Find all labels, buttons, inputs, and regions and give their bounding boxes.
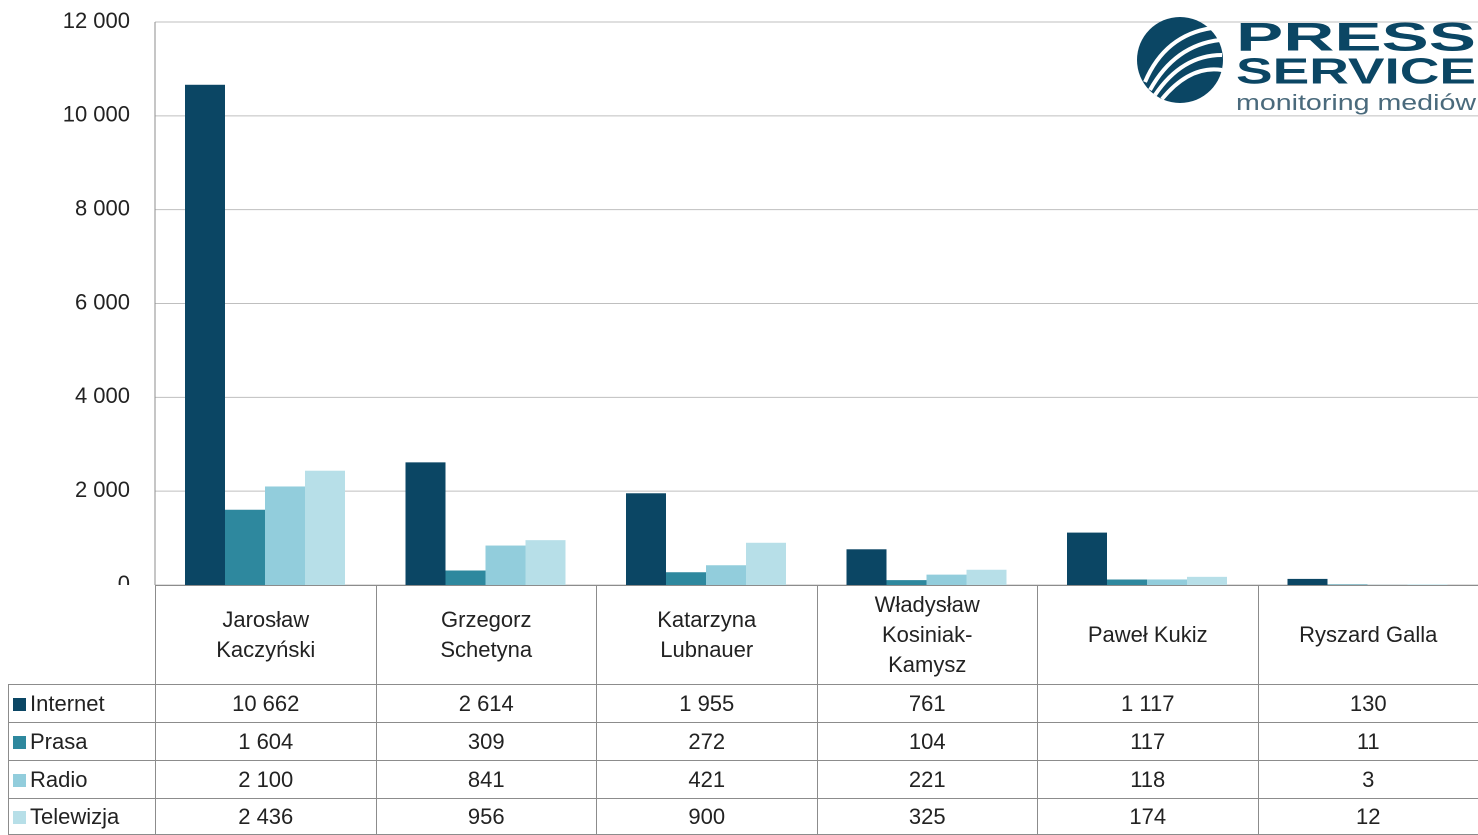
legend-label: Radio xyxy=(30,766,88,792)
bar xyxy=(1147,579,1187,585)
legend-cell: Telewizja xyxy=(8,798,156,835)
value-cell: 272 xyxy=(596,722,818,761)
bar xyxy=(626,493,666,585)
value-cell: 956 xyxy=(375,798,597,835)
y-tick-label: 6 000 xyxy=(75,289,130,314)
value-cell: 130 xyxy=(1257,684,1478,723)
data-table: Jarosław Kaczyński Grzegorz Schetyna Katar… xyxy=(8,585,1478,835)
logo-icon xyxy=(1137,17,1223,103)
series-row: Prasa 1 604 309 272 104 117 11 xyxy=(8,722,1478,761)
legend-cell: Radio xyxy=(8,760,156,799)
category-label: Jarosław Kaczyński xyxy=(155,585,377,685)
bar xyxy=(1287,578,1328,585)
category-label: Grzegorz Schetyna xyxy=(375,585,597,685)
value-cell: 221 xyxy=(816,760,1038,799)
category-label: Władysław Kosiniak- Kamysz xyxy=(816,585,1038,685)
y-tick-label: 10 000 xyxy=(63,102,130,127)
legend-label: Prasa xyxy=(30,728,88,754)
bar xyxy=(746,542,786,585)
y-tick-label: 4 000 xyxy=(75,383,130,408)
value-cell: 2 100 xyxy=(155,760,377,799)
plot: 0 2 000 4 000 6 000 8 000 10 000 12 000 xyxy=(63,8,1478,585)
y-tick-label: 2 000 xyxy=(75,477,130,502)
bar xyxy=(485,545,526,585)
logo-stripes xyxy=(1143,26,1223,101)
value-cell: 309 xyxy=(375,722,597,761)
bar xyxy=(525,540,566,585)
chart: 0 2 000 4 000 6 000 8 000 10 000 12 000 PRESS … xyxy=(63,8,1478,585)
value-cell: 325 xyxy=(816,798,1038,835)
logo-line1: PRESS xyxy=(1236,16,1476,60)
y-tick-label: 0 xyxy=(118,571,130,585)
bar xyxy=(926,574,967,585)
value-cell: 761 xyxy=(816,684,1038,723)
bar xyxy=(445,570,486,585)
bar xyxy=(305,470,345,585)
value-cell: 118 xyxy=(1037,760,1259,799)
logo-tagline: monitoring mediów xyxy=(1236,90,1476,115)
legend-swatch xyxy=(13,697,26,711)
y-tick-label: 8 000 xyxy=(75,195,130,220)
bar xyxy=(886,580,927,585)
value-cell: 2 436 xyxy=(155,798,377,835)
bar xyxy=(225,509,265,585)
value-cell: 1 955 xyxy=(596,684,818,723)
value-cell: 11 xyxy=(1257,722,1478,761)
value-cell: 117 xyxy=(1037,722,1259,761)
corner-cell xyxy=(8,585,156,685)
value-cell: 841 xyxy=(375,760,597,799)
value-cell: 174 xyxy=(1037,798,1259,835)
bar xyxy=(1067,532,1107,585)
category-label: Katarzyna Lubnauer xyxy=(596,585,818,685)
value-cell: 1 604 xyxy=(155,722,377,761)
value-cell: 3 xyxy=(1257,760,1478,799)
category-label: Ryszard Galla xyxy=(1257,585,1478,685)
y-tick-label: 12 000 xyxy=(63,8,130,33)
value-cell: 2 614 xyxy=(375,684,597,723)
legend-cell: Internet xyxy=(8,684,156,723)
bar xyxy=(966,569,1007,585)
category-label: Paweł Kukiz xyxy=(1037,585,1259,685)
bar xyxy=(1327,584,1368,585)
value-cell: 12 xyxy=(1257,798,1478,835)
value-cell: 104 xyxy=(816,722,1038,761)
logo-line2: SERVICE xyxy=(1236,51,1476,92)
bar xyxy=(265,486,305,585)
value-cell: 1 117 xyxy=(1037,684,1259,723)
series-row: Telewizja 2 436 956 900 325 174 12 xyxy=(8,798,1478,835)
series-row: Radio 2 100 841 421 221 118 3 xyxy=(8,760,1478,799)
bar xyxy=(1407,584,1448,585)
header-row: Jarosław Kaczyński Grzegorz Schetyna Katar… xyxy=(8,585,1478,685)
bar xyxy=(1107,579,1147,585)
legend-swatch xyxy=(13,773,26,787)
legend-label: Telewizja xyxy=(30,803,120,829)
bar xyxy=(666,572,706,585)
series-row: Internet 10 662 2 614 1 955 761 1 117 130 xyxy=(8,684,1478,723)
logo: PRESS SERVICE monitoring mediów xyxy=(1137,16,1476,115)
bar xyxy=(185,84,225,585)
bar xyxy=(706,565,746,585)
bar xyxy=(1187,576,1227,585)
value-cell: 10 662 xyxy=(155,684,377,723)
legend-swatch xyxy=(13,735,26,749)
legend-swatch xyxy=(13,810,26,824)
value-cell: 421 xyxy=(596,760,818,799)
legend-label: Internet xyxy=(30,690,105,716)
bar xyxy=(846,549,887,585)
value-cell: 900 xyxy=(596,798,818,835)
bar xyxy=(405,462,446,585)
legend-cell: Prasa xyxy=(8,722,156,761)
